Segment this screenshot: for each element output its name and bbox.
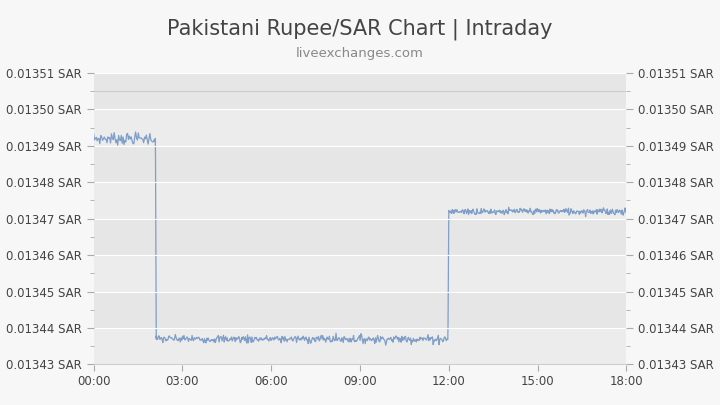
Bar	[94, 73, 626, 109]
Text: liveexchanges.com: liveexchanges.com	[296, 47, 424, 60]
Bar	[94, 109, 626, 146]
Bar	[94, 146, 626, 182]
Text: Pakistani Rupee/SAR Chart | Intraday: Pakistani Rupee/SAR Chart | Intraday	[167, 18, 553, 40]
Bar	[94, 328, 626, 364]
Bar	[94, 255, 626, 292]
Bar	[94, 219, 626, 255]
Bar	[94, 292, 626, 328]
Bar	[94, 182, 626, 219]
